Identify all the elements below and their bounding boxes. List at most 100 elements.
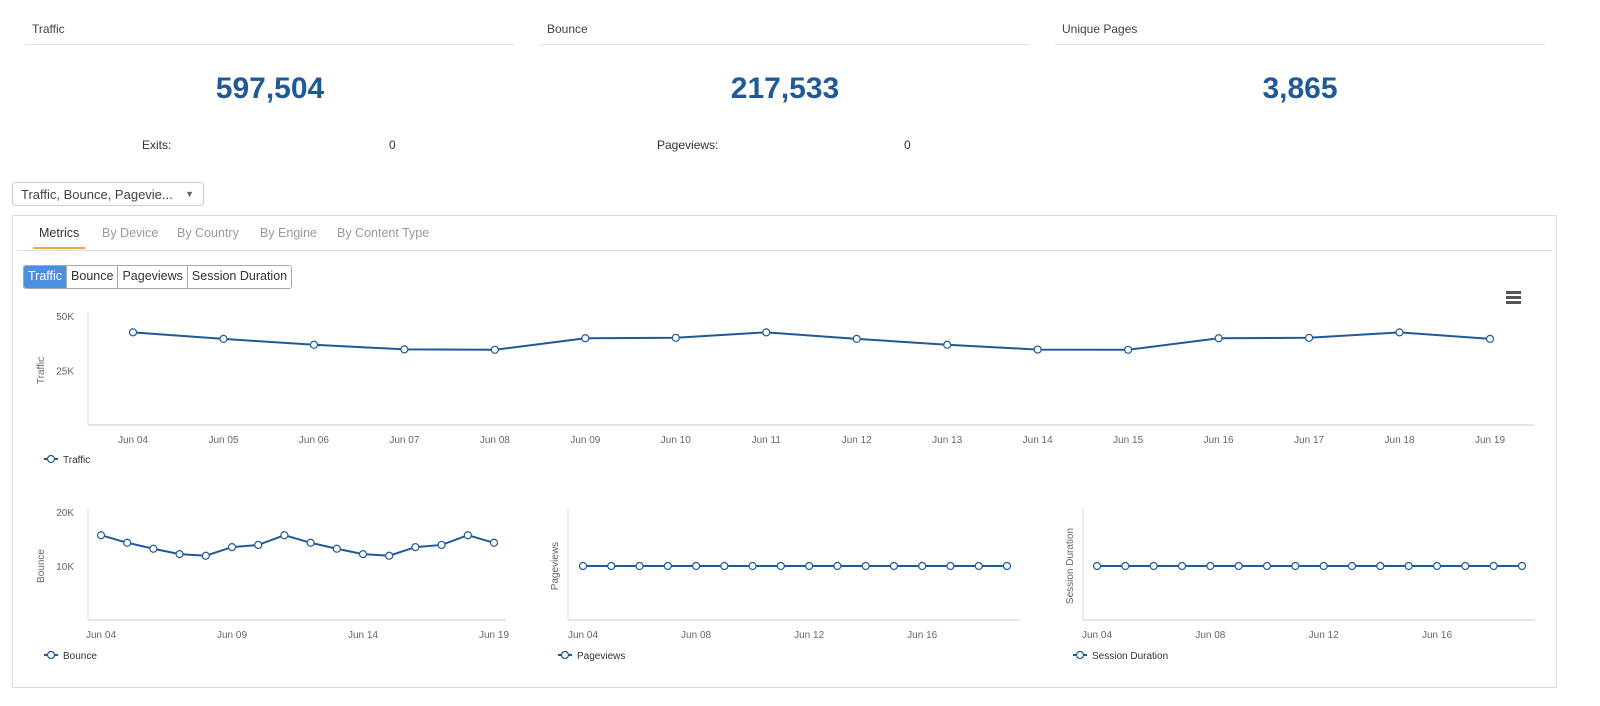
legend-label: Pageviews xyxy=(577,651,625,662)
x-tick-label: Jun 17 xyxy=(1294,435,1324,446)
series-line xyxy=(100,534,495,557)
data-point xyxy=(691,561,701,571)
data-point xyxy=(852,334,861,343)
tab-metrics[interactable]: Metrics xyxy=(33,226,86,249)
legend-label: Traffic xyxy=(63,455,90,466)
data-point xyxy=(663,561,672,571)
x-tick-label: Jun 08 xyxy=(480,435,510,446)
kpi-value: 217,533 xyxy=(730,72,840,105)
data-point xyxy=(607,561,616,571)
x-tick-label: Jun 14 xyxy=(348,630,378,641)
data-point xyxy=(123,538,132,547)
x-tick-label: Jun 13 xyxy=(932,435,962,446)
tab-by-device[interactable]: By Device xyxy=(102,226,159,240)
data-point xyxy=(385,551,394,560)
y-tick-label: 10K xyxy=(56,562,74,573)
data-point xyxy=(974,561,983,571)
data-point xyxy=(1291,561,1300,571)
legend-marker xyxy=(46,454,56,464)
data-point xyxy=(1461,561,1470,571)
metric-button-traffic[interactable]: Traffic xyxy=(24,266,68,288)
x-tick-label: Jun 14 xyxy=(1023,435,1053,446)
data-point xyxy=(581,334,590,343)
data-point xyxy=(805,561,814,571)
data-point xyxy=(1214,334,1223,343)
data-point xyxy=(280,531,289,540)
y-tick-label: 25K xyxy=(56,367,74,378)
data-point xyxy=(1517,561,1527,571)
x-tick-label: Jun 06 xyxy=(299,435,329,446)
legend-marker xyxy=(1075,650,1085,660)
x-tick-label: Jun 12 xyxy=(794,630,824,641)
data-point xyxy=(1489,561,1498,571)
data-point xyxy=(762,328,771,337)
kpi-sub-label: Pageviews: xyxy=(657,138,719,152)
metric-button-bounce[interactable]: Bounce xyxy=(67,266,119,288)
chart-menu-icon[interactable] xyxy=(1506,291,1521,304)
data-point xyxy=(254,540,263,550)
tab-by-country[interactable]: By Country xyxy=(177,226,239,240)
data-point xyxy=(1404,561,1413,571)
legend-marker xyxy=(46,650,56,660)
data-point xyxy=(309,340,319,349)
kpi-title: Traffic xyxy=(25,14,515,45)
data-point xyxy=(1149,561,1158,571)
data-point xyxy=(1485,334,1495,343)
data-point xyxy=(490,345,499,354)
y-axis-label: Bounce xyxy=(36,549,47,583)
x-tick-label: Jun 12 xyxy=(1309,630,1339,641)
metric-button-session-duration[interactable]: Session Duration xyxy=(187,266,292,288)
x-tick-label: Jun 18 xyxy=(1385,435,1415,446)
x-tick-label: Jun 07 xyxy=(389,435,419,446)
kpi-title: Unique Pages xyxy=(1055,14,1545,45)
data-point xyxy=(400,345,409,354)
data-point xyxy=(748,561,757,571)
x-tick-label: Jun 04 xyxy=(86,630,116,641)
x-tick-label: Jun 19 xyxy=(1475,435,1505,446)
data-point xyxy=(671,333,680,342)
data-point xyxy=(219,334,228,343)
x-tick-label: Jun 16 xyxy=(907,630,937,641)
kpi-sub-label: Exits: xyxy=(142,138,172,152)
data-point xyxy=(1121,561,1130,571)
metrics-panel: Metrics By Device By Country By Engine B… xyxy=(12,215,1557,688)
dropdown-selected-value: Traffic, Bounce, Pagevie... xyxy=(21,187,173,202)
data-point xyxy=(1033,345,1042,354)
data-point xyxy=(1347,561,1357,571)
x-tick-label: Jun 04 xyxy=(1082,630,1112,641)
tab-by-content-type[interactable]: By Content Type xyxy=(337,226,430,240)
x-tick-label: Jun 05 xyxy=(208,435,238,446)
data-point xyxy=(635,561,644,571)
data-point xyxy=(1395,328,1404,337)
kpi-value: 3,865 xyxy=(1262,72,1338,105)
data-point xyxy=(1124,345,1133,354)
x-tick-label: Jun 09 xyxy=(217,630,247,641)
data-point xyxy=(1234,561,1243,571)
kpi-card-traffic: Traffic 597,504 Exits: 0 xyxy=(25,14,515,154)
data-point xyxy=(1319,561,1328,571)
kpi-value: 597,504 xyxy=(215,72,325,105)
x-tick-label: Jun 04 xyxy=(118,435,148,446)
x-tick-label: Jun 16 xyxy=(1422,630,1452,641)
metric-button-pageviews[interactable]: Pageviews xyxy=(118,266,188,288)
data-point xyxy=(489,538,499,547)
data-point xyxy=(918,561,927,571)
data-point xyxy=(889,561,899,571)
data-point xyxy=(306,538,315,547)
x-tick-label: Jun 15 xyxy=(1113,435,1143,446)
data-point xyxy=(578,561,588,571)
data-point xyxy=(1206,561,1215,571)
metrics-filter-dropdown[interactable]: Traffic, Bounce, Pagevie... ▼ xyxy=(12,182,204,206)
kpi-sub-value: 0 xyxy=(904,138,911,152)
data-point xyxy=(175,550,184,559)
data-point xyxy=(833,561,842,571)
x-tick-label: Jun 16 xyxy=(1204,435,1234,446)
tab-by-engine[interactable]: By Engine xyxy=(260,226,317,240)
data-point xyxy=(1092,561,1102,571)
data-point xyxy=(149,544,158,553)
data-point xyxy=(861,561,870,571)
data-point xyxy=(201,551,210,560)
x-tick-label: Jun 08 xyxy=(681,630,711,641)
data-point xyxy=(358,550,368,559)
